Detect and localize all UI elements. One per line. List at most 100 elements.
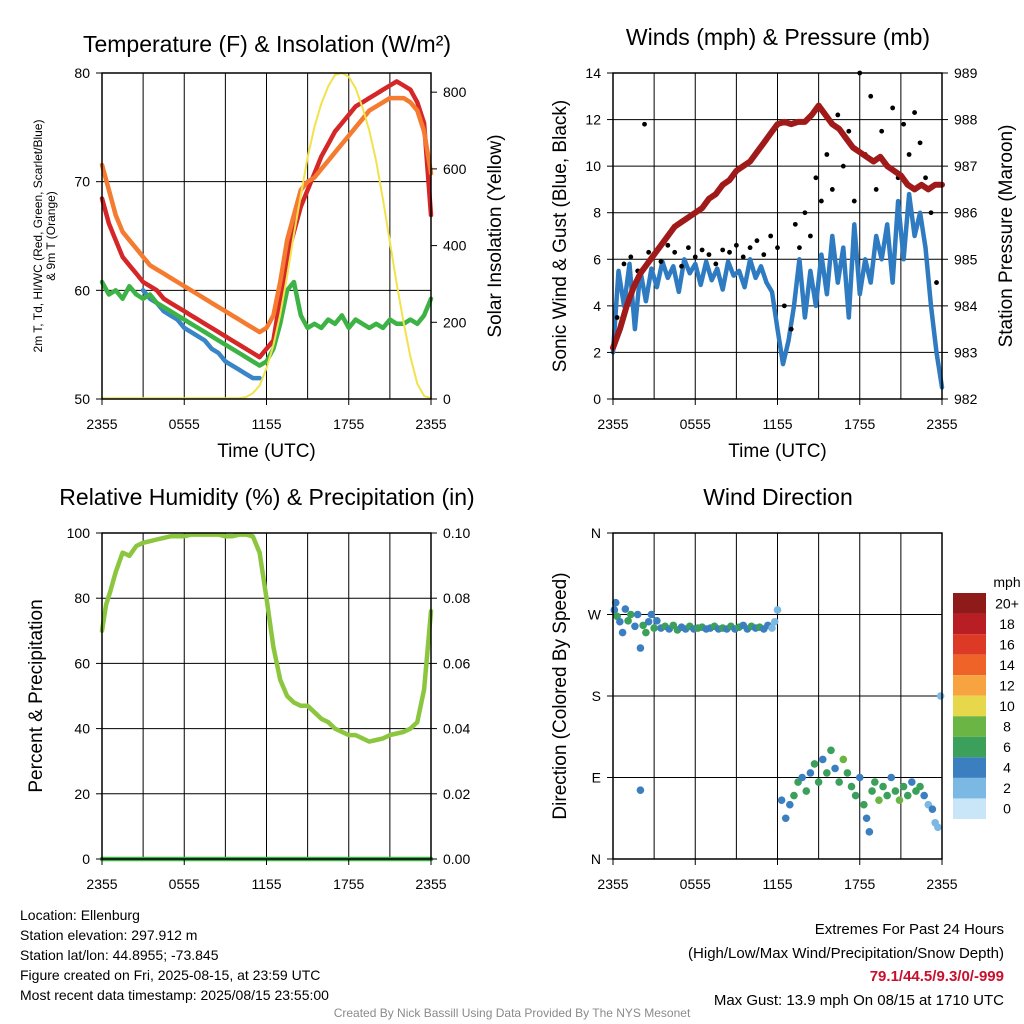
direction-point — [786, 800, 794, 809]
series-line — [101, 72, 432, 400]
extremes-heading: Extremes For Past 24 Hours — [814, 921, 1004, 938]
y-tick-label: 0 — [82, 851, 90, 867]
direction-point — [928, 805, 937, 813]
gust-point — [665, 242, 671, 248]
y-tick-label: 60 — [74, 655, 90, 671]
y-tick-label: 60 — [74, 282, 90, 298]
credit-text: Created By Nick Bassill Using Data Provi… — [333, 1006, 691, 1020]
location-text: Location: Ellenburg — [20, 907, 140, 923]
x-tick-label: 1755 — [844, 876, 875, 892]
y-tick-label: 0 — [593, 391, 601, 407]
y2-tick-label: 0.02 — [443, 786, 470, 802]
y2-tick-label: 983 — [954, 344, 978, 360]
y2-tick-label: 0 — [443, 391, 451, 407]
elevation-text: Station elevation: 297.912 m — [20, 927, 198, 943]
gust-point — [873, 187, 879, 192]
gust-point — [727, 249, 732, 255]
direction-point — [810, 760, 819, 768]
direction-point — [934, 823, 942, 832]
x-tick-label: 2355 — [597, 876, 628, 892]
direction-point — [814, 778, 823, 786]
y-tick-label: 70 — [74, 174, 90, 190]
series-line — [610, 102, 945, 351]
gust-point — [901, 121, 907, 127]
y2-tick-label: 800 — [443, 84, 467, 100]
extremes-box: Extremes For Past 24 Hours (High/Low/Max… — [688, 918, 1004, 1012]
direction-point — [798, 773, 806, 782]
direction-point — [851, 791, 860, 800]
gust-point — [813, 175, 819, 181]
y-tick-label: 4 — [593, 298, 601, 314]
y-axis-label: Sonic Wind & Gust (Blue, Black) — [550, 100, 571, 372]
y2-tick-label: 989 — [954, 65, 978, 81]
x-tick-label: 2355 — [597, 416, 628, 432]
series-line — [99, 279, 434, 368]
gust-point — [835, 112, 841, 118]
gust-point — [733, 242, 739, 248]
y-tick-label: 100 — [67, 525, 91, 541]
gust-point — [824, 152, 830, 157]
direction-point — [883, 791, 891, 800]
gust-point — [840, 163, 846, 169]
x-tick-label: 1755 — [333, 416, 364, 432]
direction-point — [633, 610, 642, 619]
direction-point — [868, 787, 876, 795]
direction-point — [777, 796, 786, 804]
y-tick-label: S — [592, 688, 601, 704]
direction-point — [624, 617, 632, 625]
direction-point — [773, 606, 782, 614]
direction-point — [636, 644, 645, 652]
y-tick-label: 20 — [74, 786, 90, 802]
y-tick-label: 80 — [74, 65, 90, 81]
y2-axis-label: Solar Insolation (Yellow) — [485, 134, 506, 337]
direction-point — [895, 796, 904, 804]
colorbar-label: 12 — [999, 677, 1015, 693]
x-tick-label: 2355 — [86, 876, 117, 892]
gust-point — [713, 261, 719, 267]
gust-point — [720, 247, 726, 253]
y-axis-label: 2m T, Td, HI/WC (Red, Green, Scarlet/Blu… — [31, 120, 45, 353]
temperature-panel: 2355 0555 1155 1755 235550607080020040060080… — [31, 31, 506, 462]
gust-point — [829, 187, 835, 192]
panel-title: Relative Humidity (%) & Precipitation (i… — [59, 484, 474, 510]
direction-point — [908, 778, 916, 786]
x-tick-label: 2355 — [926, 416, 957, 432]
y-tick-label: 14 — [585, 65, 601, 81]
direction-point — [862, 814, 871, 823]
direction-point — [887, 773, 896, 782]
gust-point — [658, 259, 664, 265]
y2-tick-label: 0.06 — [443, 655, 470, 671]
y2-tick-label: 985 — [954, 251, 978, 267]
gust-point — [747, 245, 753, 251]
gust-point — [621, 261, 627, 267]
x-tick-label: 1155 — [251, 416, 281, 432]
y-tick-label: E — [592, 770, 601, 786]
winds-panel: 2355 0555 1155 1755 2355 0 2 4 6 8 10 12 14 982 983 984… — [550, 24, 1017, 462]
y2-tick-label: 0.10 — [443, 525, 470, 541]
gust-point — [685, 245, 691, 251]
extremes-legend: (High/Low/Max Wind/Precipitation/Snow De… — [688, 944, 1004, 962]
gust-point — [890, 105, 896, 111]
direction-point — [843, 769, 852, 777]
colorbar-swatch — [953, 593, 986, 614]
y2-axis-label: Station Pressure (Maroon) — [996, 125, 1017, 348]
colorbar-label: 14 — [999, 657, 1015, 673]
y2-tick-label: 0.04 — [443, 721, 470, 737]
direction-point — [621, 605, 630, 613]
gust-point — [846, 128, 852, 134]
y-axis-label: & 9m T (Orange) — [44, 191, 58, 281]
latlon-text: Station lat/lon: 44.8955; -73.845 — [20, 947, 219, 963]
gust-point — [768, 233, 774, 239]
y2-tick-label: 0.08 — [443, 590, 470, 606]
direction-point — [611, 598, 620, 607]
gust-point — [797, 245, 802, 251]
x-axis-label: Time (UTC) — [217, 441, 316, 462]
y-axis-label: Percent & Precipitation — [26, 599, 47, 792]
colorbar-swatch — [953, 798, 986, 819]
x-tick-label: 2355 — [86, 416, 117, 432]
colorbar-swatch — [953, 777, 986, 799]
direction-point — [823, 769, 831, 777]
colorbar-label: 6 — [1003, 739, 1011, 755]
y-tick-label: N — [591, 525, 601, 541]
direction-point — [618, 628, 627, 637]
